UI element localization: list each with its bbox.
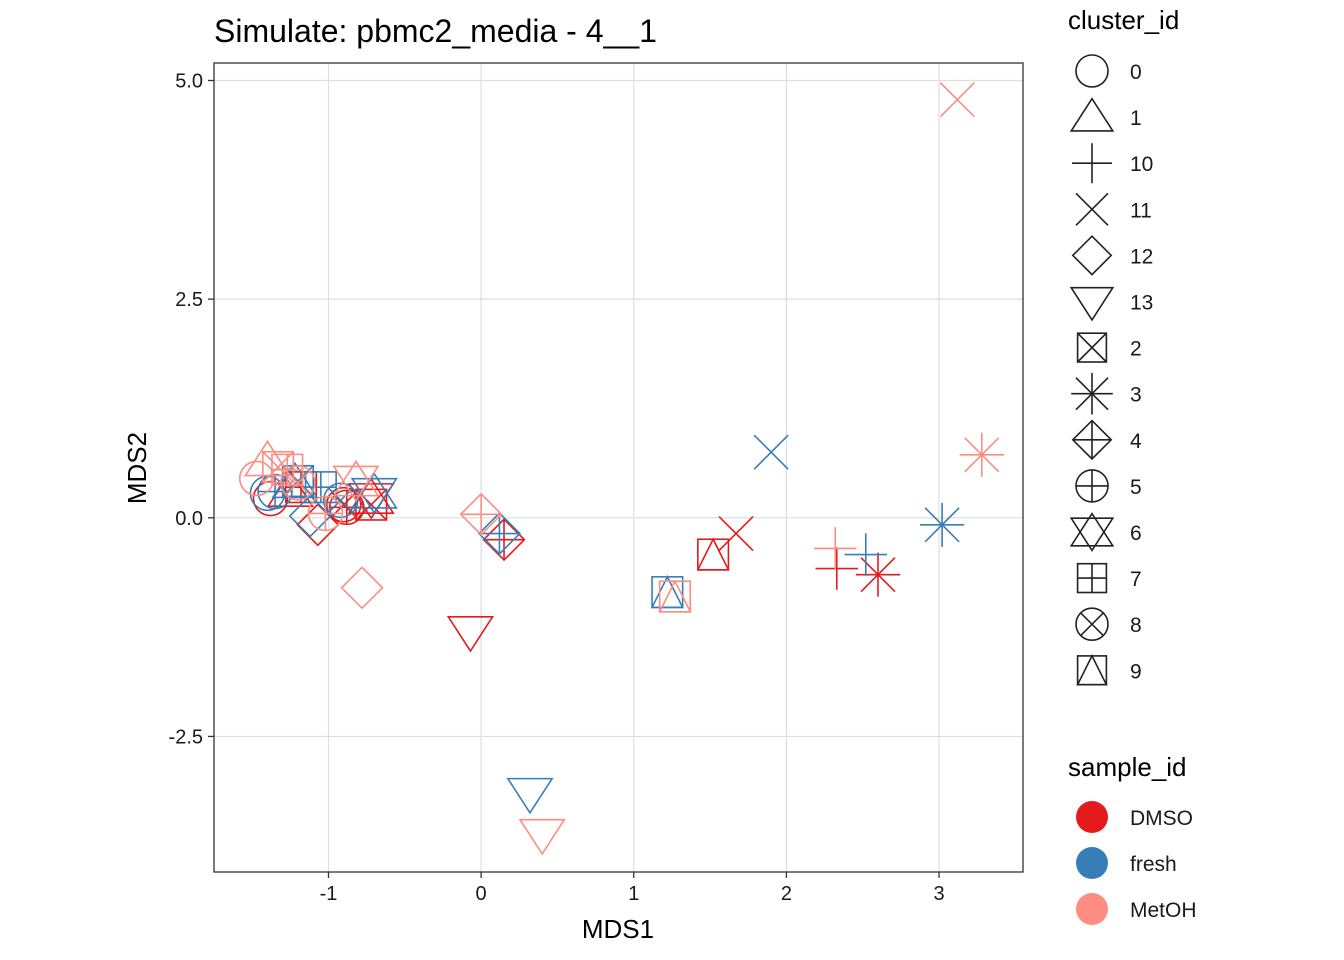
data-point-fresh-cluster-5 [257, 473, 293, 510]
cluster-legend-label: 9 [1130, 660, 1142, 683]
legend-key-diamond [1071, 235, 1113, 276]
legend-key-star-of-david [1069, 512, 1115, 552]
data-point-DMSO-cluster-10 [815, 547, 859, 590]
data-point-DMSO-cluster-0 [252, 480, 289, 517]
data-point-DMSO-cluster-11 [718, 515, 754, 552]
legend-key-cross [1075, 192, 1109, 226]
legend-key-square-plus [1076, 562, 1108, 594]
legend-key-square-cross [1076, 332, 1108, 363]
cluster-legend-title: cluster_id [1068, 5, 1179, 35]
cluster-legend-label: 2 [1130, 338, 1142, 361]
data-point-MetOH-cluster-3 [959, 432, 1004, 477]
legend-key-circle-cross [1075, 607, 1109, 642]
data-point-MetOH-cluster-13 [518, 818, 566, 856]
data-point-fresh-cluster-10 [844, 533, 888, 576]
data-point-fresh-cluster-13 [506, 777, 554, 815]
cluster-legend: cluster_id 0 1 10 11 12 13 2 3 4 5 6 7 8 9 [1068, 5, 1179, 686]
y-tick-label: 0.0 [175, 508, 203, 530]
cluster-legend-label: 10 [1130, 153, 1153, 176]
legend-key-plus [1072, 143, 1112, 184]
grid-lines [214, 63, 1023, 872]
data-point-MetOH-cluster-9 [658, 579, 692, 613]
data-point-fresh-cluster-12 [288, 494, 332, 538]
x-axis-title: MDS1 [582, 914, 654, 944]
cluster-legend-label: 0 [1130, 61, 1142, 84]
legend-key-triangle [1069, 97, 1115, 132]
legend-key-circle-plus [1075, 469, 1109, 503]
data-point-DMSO-cluster-12 [296, 503, 340, 547]
data-point-fresh-cluster-8 [322, 482, 359, 519]
x-tick-label: 1 [628, 883, 639, 905]
legend-key-diamond-plus [1071, 419, 1113, 461]
plot-panel [213, 62, 1024, 873]
legend-key-triangle-down [1069, 286, 1115, 322]
y-tick-label: 5.0 [175, 70, 203, 92]
cluster-legend-label: 13 [1130, 292, 1153, 315]
data-point-MetOH-cluster-2 [262, 450, 295, 484]
cluster-legend-label: 5 [1130, 476, 1142, 499]
y-axis-title: MDS2 [122, 432, 152, 504]
sample-legend-label: fresh [1130, 853, 1177, 876]
data-point-MetOH-cluster-0 [238, 460, 275, 497]
data-point-DMSO-cluster-3 [855, 552, 901, 597]
axes: -1 0 1 2 3 -2.5 0.0 2.5 5.0 [169, 70, 945, 905]
cluster-legend-label: 8 [1130, 614, 1142, 637]
cluster-legend-label: 7 [1130, 568, 1142, 591]
sample-legend-key [1076, 847, 1108, 879]
sample-legend-label: DMSO [1130, 807, 1193, 830]
y-tick-label: 2.5 [175, 289, 203, 311]
x-tick-label: 2 [781, 883, 792, 905]
cluster-legend-label: 11 [1130, 199, 1152, 222]
data-points [238, 82, 1004, 856]
legend-key-square-triangle [1076, 654, 1108, 686]
data-point-MetOH-cluster-8 [280, 465, 316, 501]
cluster-legend-label: 12 [1130, 245, 1153, 268]
sample-legend-title: sample_id [1068, 752, 1187, 782]
cluster-legend-label: 3 [1130, 384, 1142, 407]
data-point-fresh-cluster-11 [753, 434, 789, 470]
sample-legend-label: MetOH [1130, 899, 1197, 922]
data-point-MetOH-cluster-4 [459, 492, 503, 536]
cluster-legend-label: 1 [1130, 107, 1142, 130]
cluster-legend-label: 4 [1130, 430, 1142, 453]
x-tick-label: 0 [476, 883, 487, 905]
data-point-MetOH-cluster-1 [243, 439, 291, 477]
sample-legend: sample_id DMSO fresh MetOH [1068, 752, 1197, 925]
chart-title: Simulate: pbmc2_media - 4__1 [214, 13, 657, 49]
x-tick-label: 3 [933, 883, 944, 905]
data-point-fresh-cluster-4 [477, 512, 521, 556]
data-point-fresh-cluster-3 [920, 502, 965, 547]
cluster-legend-label: 6 [1130, 522, 1142, 545]
legend-key-circle [1075, 54, 1109, 88]
data-point-DMSO-cluster-13 [446, 616, 495, 653]
data-point-MetOH-cluster-6 [332, 460, 380, 503]
sample-legend-key [1076, 893, 1108, 925]
y-tick-label: -2.5 [169, 726, 203, 748]
data-point-MetOH-cluster-12 [340, 566, 384, 610]
data-point-MetOH-cluster-5 [307, 495, 344, 532]
data-point-DMSO-cluster-9 [696, 537, 730, 571]
data-point-MetOH-cluster-11 [939, 82, 975, 118]
legend-key-asterisk [1071, 372, 1113, 415]
x-tick-label: -1 [320, 883, 338, 905]
data-point-MetOH-cluster-10 [814, 527, 857, 570]
sample-legend-key [1076, 801, 1108, 833]
